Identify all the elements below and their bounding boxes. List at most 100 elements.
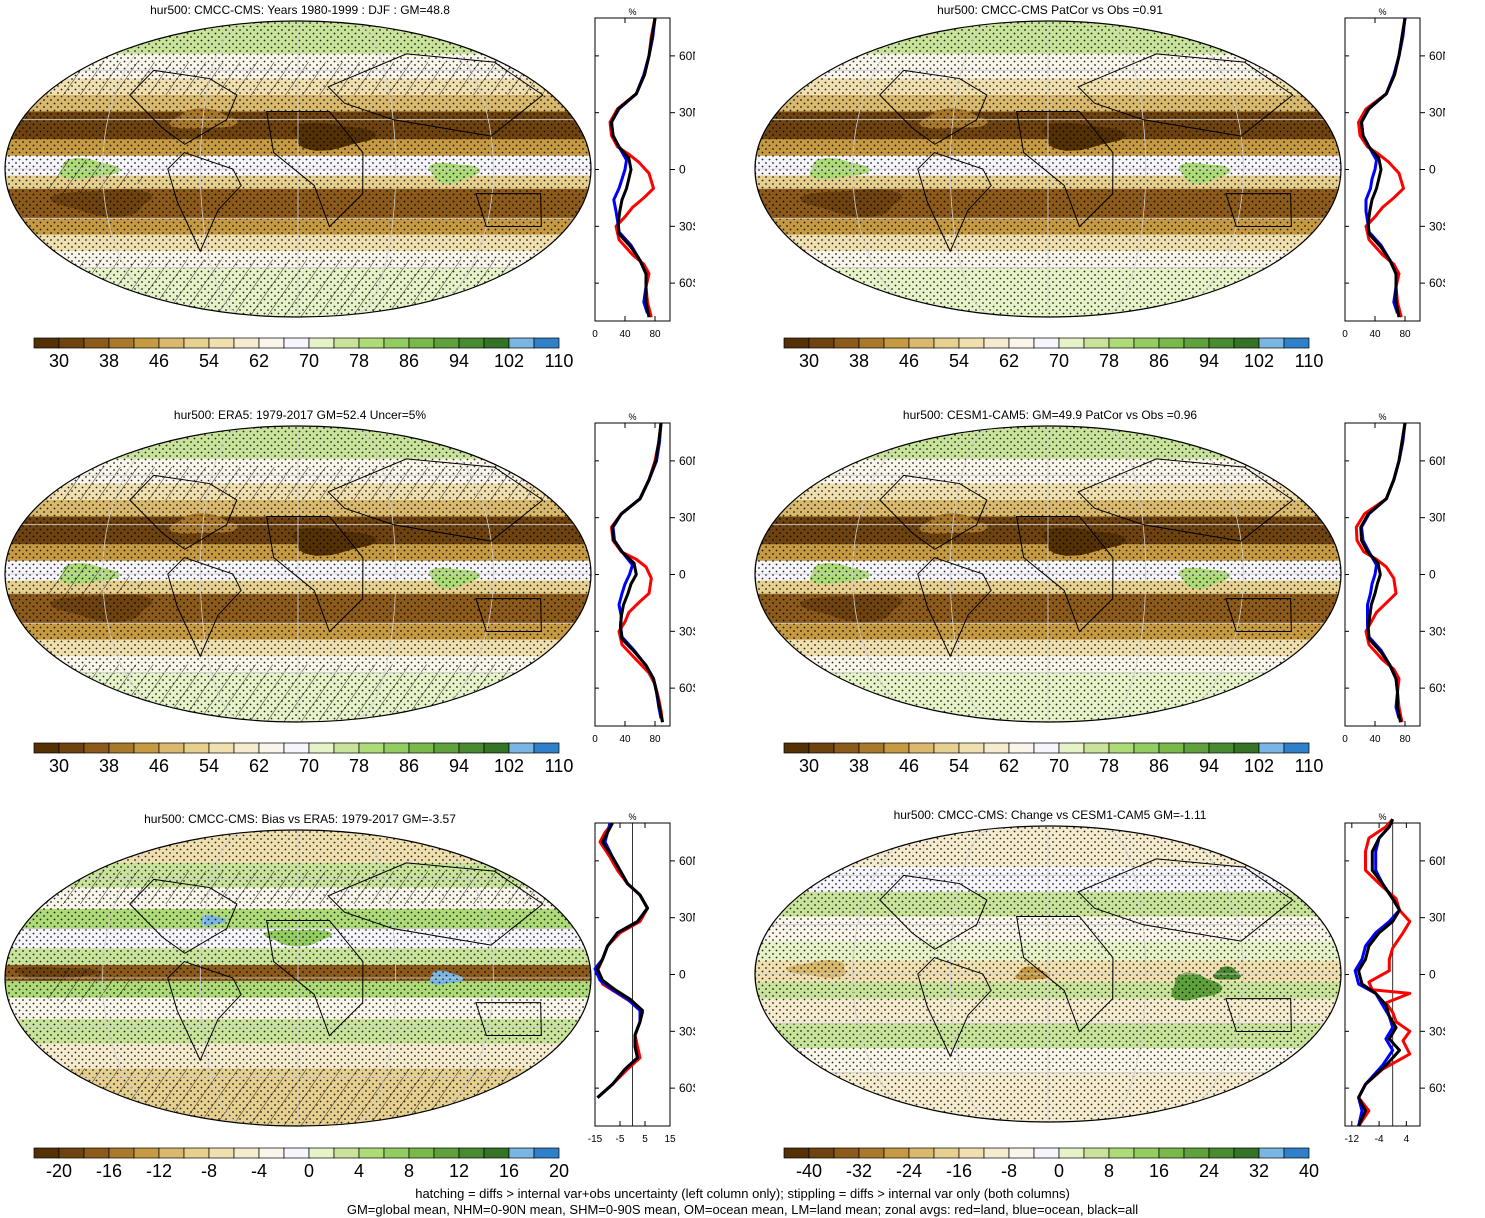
colorbar-swatch (1133, 1147, 1160, 1159)
panel-title: hur500: CMCC-CMS: Bias vs ERA5: 1979-201… (144, 812, 456, 826)
colorbar-swatch (1208, 742, 1235, 754)
colorbar-label: 86 (1149, 756, 1169, 776)
lat-tick-label: 60S (679, 681, 695, 695)
colorbar-swatch (408, 337, 435, 349)
profile-line-all (596, 822, 649, 1099)
colorbar-label: 62 (249, 351, 269, 371)
x-tick-label: 0 (592, 734, 598, 745)
x-tick-label: -5 (616, 1134, 625, 1145)
colorbar-swatch (158, 742, 185, 754)
colorbar-swatch (983, 742, 1010, 754)
colorbar-swatch (133, 337, 160, 349)
colorbar-swatch (433, 337, 460, 349)
colorbar-swatch (258, 742, 285, 754)
colorbar-swatch (108, 742, 135, 754)
colorbar-swatch (508, 1147, 535, 1159)
panel-title: hur500: CESM1-CAM5: GM=49.9 PatCor vs Ob… (902, 408, 1198, 422)
colorbar-swatch (858, 1147, 885, 1159)
colorbar-label: 102 (1244, 756, 1274, 776)
lat-tick-label: 30N (1429, 106, 1445, 120)
zonal-profile: % 60N 30N 0 30S 60S 0 40 80 (1342, 7, 1445, 340)
colorbar-swatch (83, 742, 110, 754)
colorbar-label: -20 (46, 1161, 72, 1181)
colorbar-label: 30 (49, 756, 69, 776)
colorbar-label: -12 (146, 1161, 172, 1181)
colorbar-swatch (1258, 742, 1285, 754)
colorbar-swatch (183, 1147, 210, 1159)
lat-tick-label: 30N (679, 911, 695, 925)
x-tick-label: -4 (1375, 1134, 1384, 1145)
profile-line-all (1359, 422, 1407, 723)
colorbar-swatch (1158, 337, 1185, 349)
x-tick-label: 40 (1369, 734, 1381, 745)
colorbar-label: 94 (449, 756, 469, 776)
lat-tick-label: 60N (679, 454, 695, 468)
x-tick-label: 80 (1399, 329, 1411, 340)
lat-tick-label: 30S (1429, 219, 1445, 233)
colorbar-label: 102 (494, 756, 524, 776)
colorbar-swatch (108, 1147, 135, 1159)
colorbar-swatch (383, 1147, 410, 1159)
colorbar-swatch (333, 742, 360, 754)
colorbar-swatch (1108, 742, 1135, 754)
profile-line-land (1357, 818, 1412, 1127)
colorbar-swatch (533, 1147, 560, 1159)
colorbar-swatch (1183, 1147, 1210, 1159)
lat-tick-label: 0 (679, 568, 686, 582)
colorbar-swatch (458, 337, 485, 349)
colorbar-swatch (133, 1147, 160, 1159)
colorbar-label: 0 (304, 1161, 314, 1181)
colorbar-label: 62 (249, 756, 269, 776)
colorbar-swatch (1183, 337, 1210, 349)
colorbar-swatch (283, 1147, 310, 1159)
colorbar-label: 110 (545, 351, 574, 371)
colorbar-label: 54 (949, 351, 969, 371)
panel-title: hur500: CMCC-CMS PatCor vs Obs =0.91 (937, 3, 1163, 17)
colorbar-label: -8 (201, 1161, 217, 1181)
colorbar-swatch (58, 337, 85, 349)
colorbar-label: 12 (449, 1161, 469, 1181)
map-panel (754, 825, 1342, 1123)
colorbar-label: 70 (1049, 756, 1069, 776)
colorbar-label: 46 (149, 351, 169, 371)
colorbar-swatch (1083, 337, 1110, 349)
x-tick-label: 40 (619, 734, 631, 745)
lat-tick-label: 60S (1429, 1081, 1445, 1095)
lat-tick-label: 60N (679, 49, 695, 63)
colorbar: 30 38 46 54 62 70 78 86 94 102 110 (783, 337, 1324, 371)
colorbar-swatch (1008, 337, 1035, 349)
lat-tick-label: 30N (679, 511, 695, 525)
colorbar-swatch (1208, 1147, 1235, 1159)
lat-tick-label: 0 (1429, 968, 1436, 982)
colorbar-label: -8 (1001, 1161, 1017, 1181)
lat-tick-label: 30S (679, 624, 695, 638)
colorbar-label: 78 (349, 756, 369, 776)
colorbar-swatch (883, 1147, 910, 1159)
lat-tick-label: 60S (679, 1081, 695, 1095)
colorbar-label: 86 (1149, 351, 1169, 371)
colorbar-label: 8 (1104, 1161, 1114, 1181)
colorbar-label: 20 (549, 1161, 569, 1181)
colorbar-swatch (1283, 1147, 1310, 1159)
lat-tick-label: 60N (1429, 454, 1445, 468)
colorbar-swatch (33, 337, 60, 349)
profile-unit: % (628, 412, 636, 422)
lat-tick-label: 60N (679, 854, 695, 868)
colorbar-label: 78 (1099, 756, 1119, 776)
colorbar-swatch (1033, 742, 1060, 754)
colorbar-label: 54 (949, 756, 969, 776)
profile-line-all (1360, 17, 1407, 318)
colorbar-label: 38 (849, 756, 869, 776)
colorbar-label: 70 (1049, 351, 1069, 371)
colorbar-label: 110 (1295, 351, 1324, 371)
colorbar-swatch (808, 742, 835, 754)
colorbar-swatch (983, 337, 1010, 349)
colorbar-label: 102 (494, 351, 524, 371)
colorbar-label: 94 (1199, 756, 1219, 776)
colorbar-swatch (308, 742, 335, 754)
colorbar-swatch (208, 1147, 235, 1159)
lat-tick-label: 60N (1429, 854, 1445, 868)
colorbar-label: 38 (99, 351, 119, 371)
colorbar-swatch (83, 1147, 110, 1159)
profile-unit: % (1378, 812, 1386, 822)
